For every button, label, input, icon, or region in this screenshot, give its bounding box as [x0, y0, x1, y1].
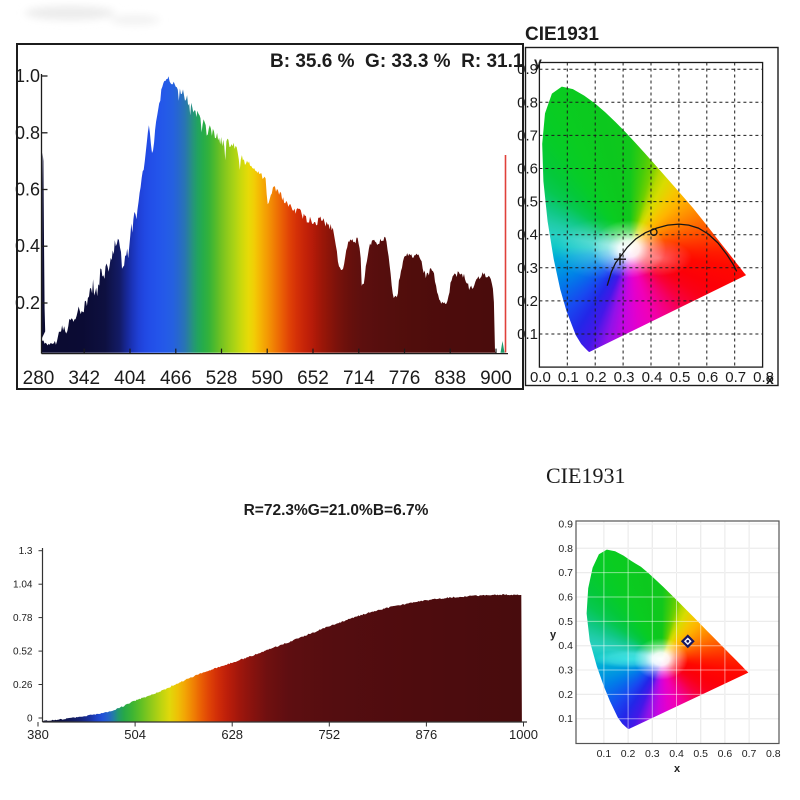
svg-text:y: y: [550, 629, 557, 641]
svg-text:B: 35.6 % G: 33.3 % R: 31.1: B: 35.6 % G: 33.3 % R: 31.1: [270, 51, 524, 72]
svg-text:0.6: 0.6: [697, 369, 718, 386]
svg-text:876: 876: [416, 727, 438, 742]
svg-text:0.8: 0.8: [753, 369, 774, 386]
svg-text:0.52: 0.52: [13, 647, 33, 658]
svg-text:0.8: 0.8: [766, 748, 781, 760]
svg-text:0.4: 0.4: [517, 227, 538, 244]
svg-text:0.8: 0.8: [517, 94, 538, 111]
svg-text:0.9: 0.9: [517, 61, 538, 78]
svg-text:0.7: 0.7: [742, 748, 757, 760]
svg-text:0.5: 0.5: [693, 748, 708, 760]
svg-text:0.1: 0.1: [597, 748, 612, 760]
svg-text:0.7: 0.7: [725, 369, 746, 386]
svg-text:0.5: 0.5: [558, 616, 573, 628]
svg-text:0.3: 0.3: [558, 665, 573, 677]
svg-text:CIE1931: CIE1931: [546, 463, 625, 488]
svg-text:752: 752: [318, 727, 340, 742]
svg-text:1000: 1000: [509, 727, 538, 742]
svg-text:1.04: 1.04: [13, 580, 33, 591]
svg-text:0.3: 0.3: [645, 748, 660, 760]
svg-text:0.2: 0.2: [558, 689, 573, 701]
svg-text:528: 528: [206, 368, 238, 389]
svg-text:900: 900: [480, 368, 512, 389]
svg-text:0.4: 0.4: [642, 369, 663, 386]
svg-text:0.6: 0.6: [718, 748, 733, 760]
svg-text:0.6: 0.6: [558, 592, 573, 604]
svg-text:1.0: 1.0: [15, 66, 40, 86]
svg-text:0.4: 0.4: [15, 236, 40, 256]
svg-text:404: 404: [114, 368, 146, 389]
svg-text:CIE1931: CIE1931: [525, 24, 599, 45]
svg-text:0.1: 0.1: [558, 713, 573, 725]
svg-text:x: x: [674, 763, 681, 775]
svg-text:0.7: 0.7: [558, 567, 573, 579]
svg-text:0.4: 0.4: [558, 640, 573, 652]
svg-text:776: 776: [389, 368, 421, 389]
svg-text:0.6: 0.6: [15, 180, 40, 200]
svg-text:714: 714: [343, 368, 375, 389]
svg-text:466: 466: [160, 368, 192, 389]
svg-text:280: 280: [23, 368, 55, 389]
svg-text:0.4: 0.4: [669, 748, 684, 760]
svg-text:380: 380: [27, 727, 49, 742]
svg-text:0.2: 0.2: [15, 293, 40, 313]
svg-text:0.0: 0.0: [530, 369, 551, 386]
svg-text:0.5: 0.5: [669, 369, 690, 386]
svg-text:652: 652: [297, 368, 329, 389]
svg-text:x: x: [766, 371, 774, 387]
svg-text:0.8: 0.8: [15, 123, 40, 143]
svg-text:1.3: 1.3: [19, 546, 33, 557]
svg-text:590: 590: [251, 368, 283, 389]
svg-text:0.8: 0.8: [558, 543, 573, 555]
svg-text:y: y: [534, 54, 542, 70]
svg-text:0.6: 0.6: [517, 161, 538, 178]
svg-text:0.2: 0.2: [586, 369, 607, 386]
svg-text:0.9: 0.9: [558, 519, 573, 531]
svg-text:0.2: 0.2: [517, 293, 538, 310]
svg-text:504: 504: [124, 727, 146, 742]
svg-text:0.1: 0.1: [558, 369, 579, 386]
svg-text:838: 838: [434, 368, 466, 389]
svg-text:0.7: 0.7: [517, 127, 538, 144]
svg-text:0.3: 0.3: [517, 260, 538, 277]
svg-text:0.26: 0.26: [13, 680, 33, 691]
svg-text:342: 342: [68, 368, 100, 389]
svg-text:0: 0: [27, 714, 33, 725]
svg-text:0.1: 0.1: [517, 326, 538, 343]
svg-text:0.5: 0.5: [517, 194, 538, 211]
svg-text:0.78: 0.78: [13, 613, 33, 624]
svg-text:0.3: 0.3: [614, 369, 635, 386]
svg-text:628: 628: [221, 727, 243, 742]
svg-text:0.2: 0.2: [621, 748, 636, 760]
svg-text:R=72.3%G=21.0%B=6.7%: R=72.3%G=21.0%B=6.7%: [244, 502, 429, 519]
